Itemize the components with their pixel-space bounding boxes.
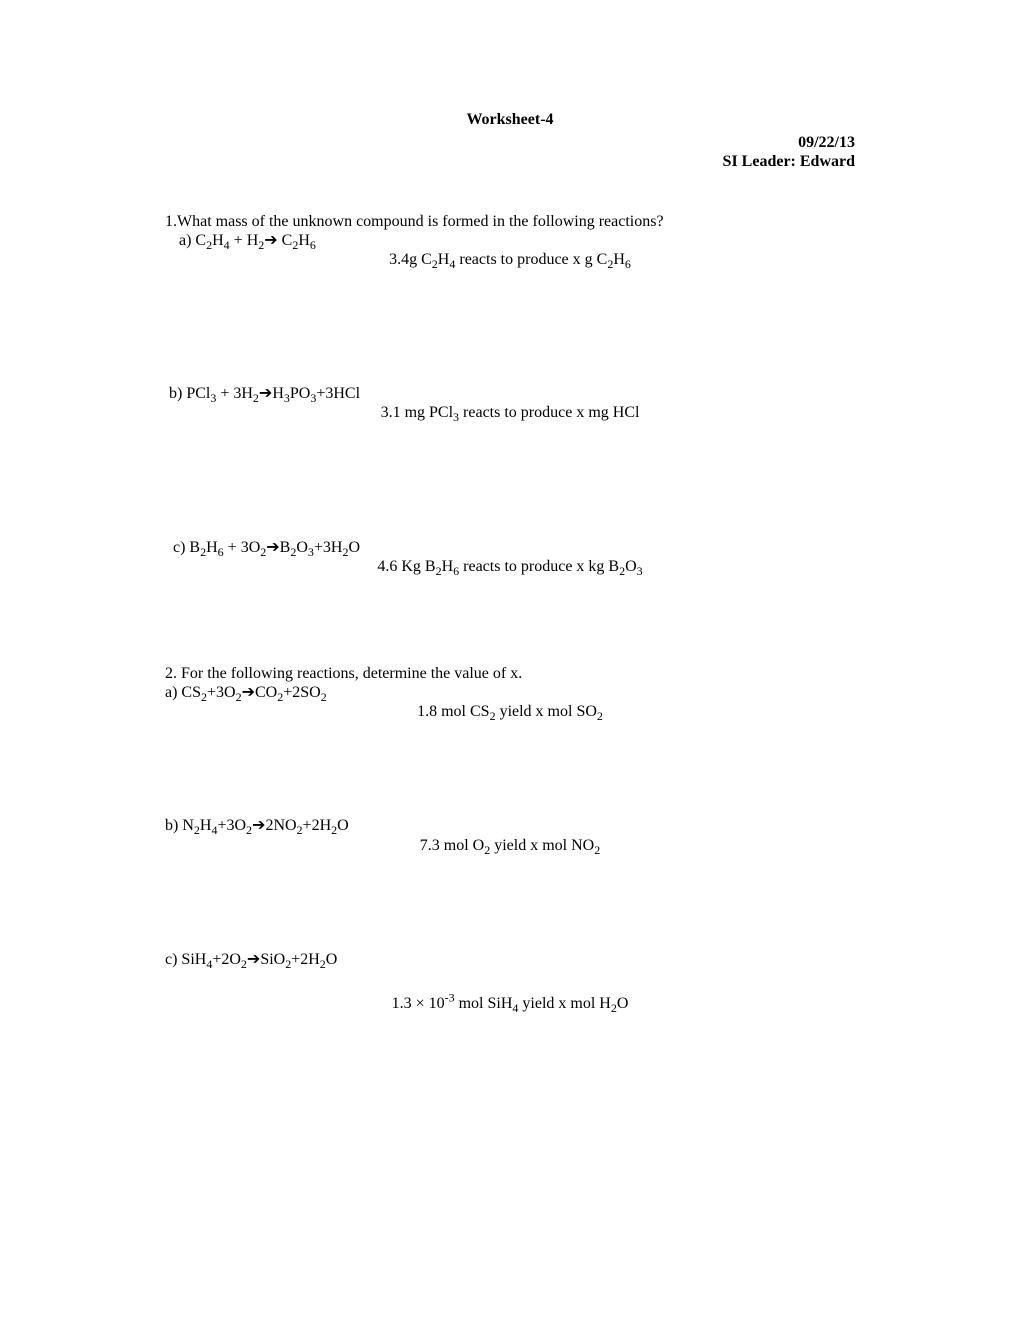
q1c-eq: c) B — [173, 539, 200, 556]
q1-part-a: a) C2H4 + H2➔ C2H6 — [179, 231, 855, 250]
q2c-eq: c) SiH — [165, 951, 206, 968]
q1b-given: 3.1 mg PCl3 reacts to produce x mg HCl — [165, 403, 855, 422]
arrow-icon: ➔ — [266, 539, 279, 556]
q1c-given: 4.6 Kg B2H6 reacts to produce x kg B2O3 — [165, 557, 855, 576]
arrow-icon: ➔ — [242, 684, 255, 701]
q2b-given: 7.3 mol O2 yield x mol NO2 — [165, 836, 855, 855]
q1-intro: 1.What mass of the unknown compound is f… — [165, 212, 855, 231]
q1a-given: 3.4g C2H4 reacts to produce x g C2H6 — [165, 250, 855, 269]
q2-part-b: b) N2H4+3O2➔2NO2+2H2O — [165, 816, 855, 835]
q1-part-b: b) PCl3 + 3H2➔H3PO3+3HCl — [165, 384, 855, 403]
q1b-eq: b) PCl — [169, 385, 210, 402]
date: 09/22/13 — [798, 134, 855, 151]
worksheet-title: Worksheet-4 — [165, 110, 855, 129]
q2-part-c: c) SiH4+2O2➔SiO2+2H2O — [165, 950, 855, 969]
q2a-eq: a) CS — [165, 684, 201, 701]
arrow-icon: ➔ — [252, 817, 265, 834]
q2a-given: 1.8 mol CS2 yield x mol SO2 — [165, 702, 855, 721]
q2-part-a: a) CS2+3O2➔CO2+2SO2 — [165, 683, 855, 702]
q2-intro: 2. For the following reactions, determin… — [165, 664, 855, 683]
si-leader: SI Leader: Edward — [723, 153, 855, 170]
q2c-given: 1.3 × 10-3 mol SiH4 yield x mol H2O — [165, 994, 855, 1013]
arrow-icon: ➔ — [264, 232, 277, 249]
q1-part-c: c) B2H6 + 3O2➔B2O3+3H2O — [165, 538, 855, 557]
q1a-eq: a) C — [179, 232, 206, 249]
q2b-eq: b) N — [165, 817, 194, 834]
arrow-icon: ➔ — [247, 951, 260, 968]
arrow-icon: ➔ — [259, 385, 272, 402]
header-info: 09/22/13 SI Leader: Edward — [165, 133, 855, 171]
